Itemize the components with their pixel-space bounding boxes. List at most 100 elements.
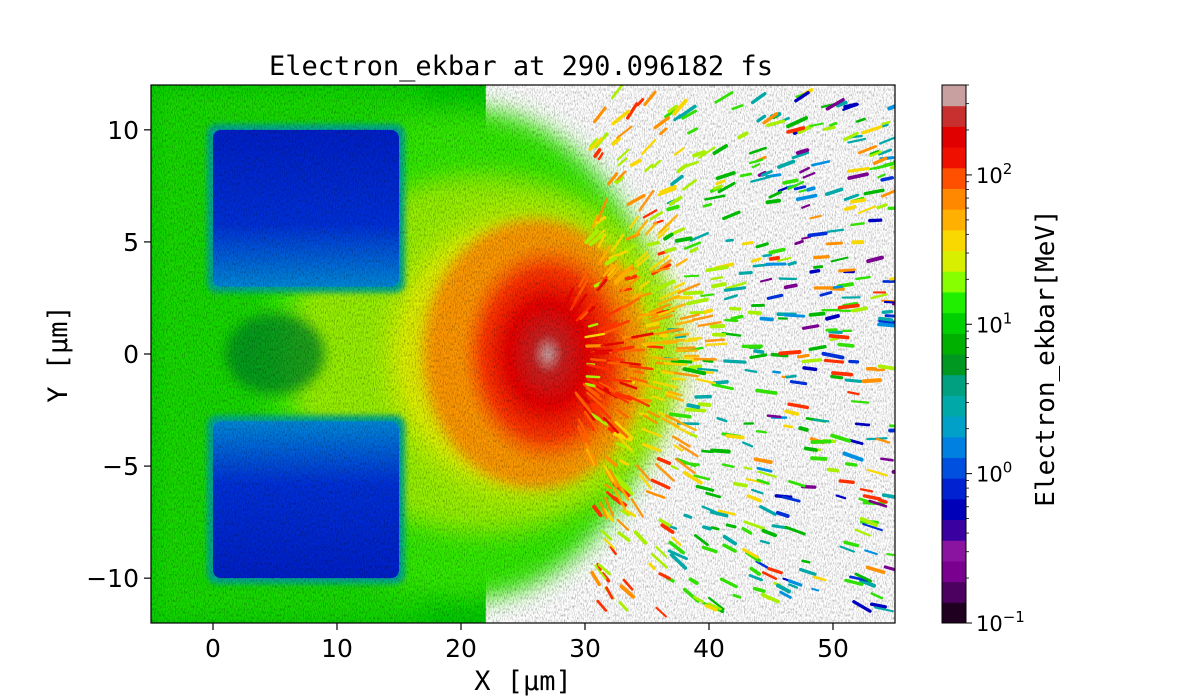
streak-fragment [592, 106, 607, 124]
streak-fragment [876, 437, 891, 444]
streak-fragment [673, 147, 685, 156]
streak-fragment [748, 146, 767, 155]
jet-fragment [609, 420, 629, 439]
streak-fragment [807, 231, 828, 238]
streak-fragment [822, 125, 836, 131]
streak-fragment [801, 235, 812, 240]
streak-fragment [869, 150, 882, 158]
streak-fragment [672, 98, 688, 116]
streak-fragment [747, 310, 762, 315]
jet-fragment [591, 214, 599, 229]
streak-fragment [618, 459, 630, 466]
streak-fragment [618, 600, 629, 612]
colorbar-segment [942, 229, 966, 252]
streak-fragment [825, 97, 845, 111]
streak-fragment [645, 490, 666, 499]
streak-fragment [768, 247, 786, 255]
streak-fragment [868, 499, 888, 508]
jet-fragment [697, 320, 722, 328]
streak-fragment [870, 293, 888, 300]
colorbar-segment [942, 105, 966, 127]
streak-fragment [616, 518, 630, 531]
streak-fragment [611, 136, 622, 146]
streak-fragment [881, 120, 891, 126]
streak-fragment [717, 509, 736, 516]
streak-fragment [810, 439, 832, 445]
jet-fragment [594, 386, 605, 395]
colorbar-segment [942, 291, 966, 314]
streak-fragment [641, 442, 661, 453]
streak-fragment [874, 606, 894, 613]
colorbar-tick-label: 10−1 [976, 608, 1025, 636]
streak-fragment [674, 236, 693, 243]
streak-fragment [854, 572, 872, 583]
jet-fragment [609, 262, 619, 272]
colorbar: 10−1 100 101 102 [941, 84, 1025, 636]
colorbar-segment [942, 457, 966, 479]
streak-fragment [765, 198, 781, 205]
jet-fragment [596, 278, 608, 292]
colorbar-segment [942, 602, 966, 624]
streak-fragment [659, 184, 677, 194]
heatmap-streaks [564, 85, 895, 618]
streak-fragment [798, 567, 817, 576]
streak-fragment [880, 457, 894, 462]
colorbar-segment [942, 209, 966, 231]
streak-fragment [653, 116, 671, 130]
streak-fragment [778, 349, 802, 356]
streak-fragment [750, 257, 762, 263]
colorbar-segment [942, 374, 966, 396]
streak-fragment [788, 480, 806, 488]
streak-fragment [794, 91, 810, 103]
streak-fragment [873, 164, 887, 170]
streak-fragment [857, 205, 877, 214]
streak-fragment [803, 446, 818, 452]
streak-fragment [880, 176, 894, 182]
streak-fragment [851, 306, 869, 313]
y-tick-label: 10 [107, 116, 139, 145]
streak-fragment [725, 434, 745, 440]
streak-fragment [675, 457, 697, 468]
streak-fragment [870, 592, 884, 600]
streak-fragment [768, 256, 781, 261]
streak-fragment [683, 160, 699, 168]
streak-fragment [828, 333, 850, 340]
streak-fragment [702, 359, 714, 363]
streak-fragment [832, 285, 843, 289]
colorbar-segment [942, 436, 966, 458]
jet-fragment [629, 269, 639, 277]
streak-fragment [693, 474, 711, 481]
jet-fragment [601, 409, 612, 420]
jet-fragment [636, 308, 662, 319]
jet-fragment [634, 251, 649, 264]
streak-fragment [741, 526, 753, 535]
streak-fragment [844, 578, 864, 586]
streak-fragment [584, 229, 600, 245]
jet-fragment [661, 417, 680, 428]
streak-fragment [611, 109, 631, 126]
jet-fragment [657, 227, 670, 240]
streak-fragment [887, 104, 895, 111]
streak-fragment [862, 494, 882, 501]
streak-fragment [606, 172, 619, 186]
streak-fragment [821, 351, 845, 360]
streak-fragment [786, 126, 806, 134]
colorbar-segment [942, 498, 966, 521]
streak-fragment [801, 204, 811, 209]
jet-fragment [646, 325, 661, 331]
streak-fragment [588, 411, 609, 426]
streak-fragment [650, 478, 671, 490]
streak-fragment [643, 90, 657, 107]
streak-fragment [843, 205, 857, 212]
streak-fragment [802, 366, 818, 372]
streak-fragment [755, 388, 778, 395]
streak-fragment [880, 299, 895, 303]
jet-fragment [608, 265, 622, 280]
jet-fragment [614, 264, 633, 283]
jet-fragment [675, 319, 694, 326]
jet-fragment [614, 268, 632, 286]
streak-fragment [789, 380, 808, 386]
streak-fragment [712, 184, 723, 191]
jet-fragment [598, 381, 615, 392]
streak-fragment [825, 241, 844, 246]
